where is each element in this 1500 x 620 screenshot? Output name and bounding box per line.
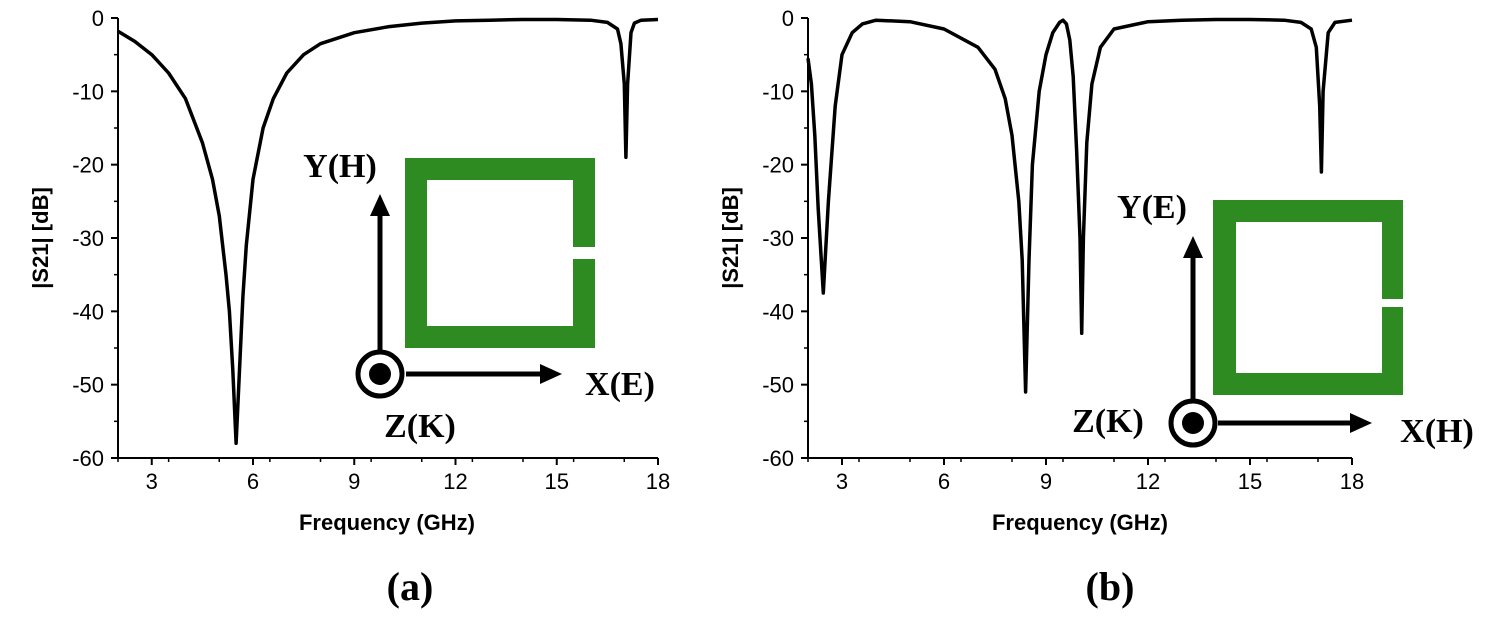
x-tick-label-a-5: 18	[646, 469, 670, 494]
y-tick-label-a-4: -40	[72, 299, 104, 324]
plot-b-ylabel: |S21| [dB]	[718, 187, 743, 289]
split-ring-a-gap	[572, 247, 596, 259]
plot-a-series	[117, 17, 659, 446]
inset-b-up-label: Y(E)	[1117, 189, 1187, 226]
inset-a: Y(H) X(E) Z(K)	[303, 148, 655, 445]
panel-b-label: (b)	[1086, 564, 1135, 609]
y-tick-label-a-2: -20	[72, 153, 104, 178]
y-tick-label-a-6: -60	[72, 446, 104, 471]
y-tick-label-a-1: -10	[72, 79, 104, 104]
series-line-a-0	[117, 17, 659, 446]
arrow-right-a-head	[540, 364, 562, 384]
plot-a-xlabel: Frequency (GHz)	[299, 510, 475, 535]
panel-a: 0 -10 -20 -30 -40 -50 -60 3 6 9 12 15 18 Frequency (…	[28, 6, 670, 609]
y-tick-label-b-3: -30	[762, 226, 794, 251]
inset-b-right-label: X(H)	[1400, 413, 1474, 450]
y-tick-label-a-0: 0	[92, 6, 104, 31]
arrow-right-b-head	[1350, 413, 1372, 433]
y-tick-label-b-4: -40	[762, 299, 794, 324]
plot-b-xlabel: Frequency (GHz)	[992, 510, 1168, 535]
split-ring-b-inner	[1236, 222, 1382, 373]
panel-a-label: (a)	[387, 564, 434, 609]
split-ring-b-gap	[1381, 299, 1405, 307]
x-tick-label-a-2: 9	[348, 469, 360, 494]
inset-b: Y(E) X(H) Z(K)	[1072, 189, 1474, 450]
y-tick-label-b-0: 0	[782, 6, 794, 31]
plot-a-ticks: 0 -10 -20 -30 -40 -50 -60 3 6 9 12 15 18	[72, 6, 670, 494]
inset-a-up-label: Y(H)	[303, 148, 377, 185]
x-tick-label-a-3: 12	[443, 469, 467, 494]
out-of-page-b-dot	[1182, 412, 1204, 434]
plot-b-series	[806, 17, 1353, 394]
y-tick-label-b-6: -60	[762, 446, 794, 471]
x-tick-label-b-5: 18	[1340, 469, 1364, 494]
x-tick-label-a-1: 6	[247, 469, 259, 494]
plot-a-ylabel: |S21| [dB]	[28, 187, 53, 289]
out-of-page-a-dot	[369, 363, 391, 385]
split-ring-a-inner	[427, 180, 573, 326]
y-tick-label-a-3: -30	[72, 226, 104, 251]
x-tick-label-b-1: 6	[938, 469, 950, 494]
inset-a-right-label: X(E)	[585, 366, 655, 403]
plot-b-ticks: 0 -10 -20 -30 -40 -50 -60 3 6 9 12 15 18	[762, 6, 1364, 494]
x-tick-label-b-0: 3	[836, 469, 848, 494]
arrow-up-b-head	[1183, 236, 1203, 258]
x-tick-label-b-2: 9	[1040, 469, 1052, 494]
x-tick-label-a-4: 15	[545, 469, 569, 494]
y-tick-label-b-5: -50	[762, 373, 794, 398]
x-tick-label-a-0: 3	[146, 469, 158, 494]
inset-b-out-label: Z(K)	[1072, 403, 1144, 440]
y-tick-label-a-5: -50	[72, 373, 104, 398]
x-tick-label-b-4: 15	[1238, 469, 1262, 494]
x-tick-label-b-3: 12	[1136, 469, 1160, 494]
series-line-b-0	[806, 17, 1353, 394]
inset-a-out-label: Z(K)	[384, 408, 456, 445]
arrow-up-a-head	[370, 194, 390, 216]
y-tick-label-b-1: -10	[762, 79, 794, 104]
panel-b: 0 -10 -20 -30 -40 -50 -60 3 6 9 12 15 18 Frequency (…	[718, 6, 1474, 609]
y-tick-label-b-2: -20	[762, 153, 794, 178]
